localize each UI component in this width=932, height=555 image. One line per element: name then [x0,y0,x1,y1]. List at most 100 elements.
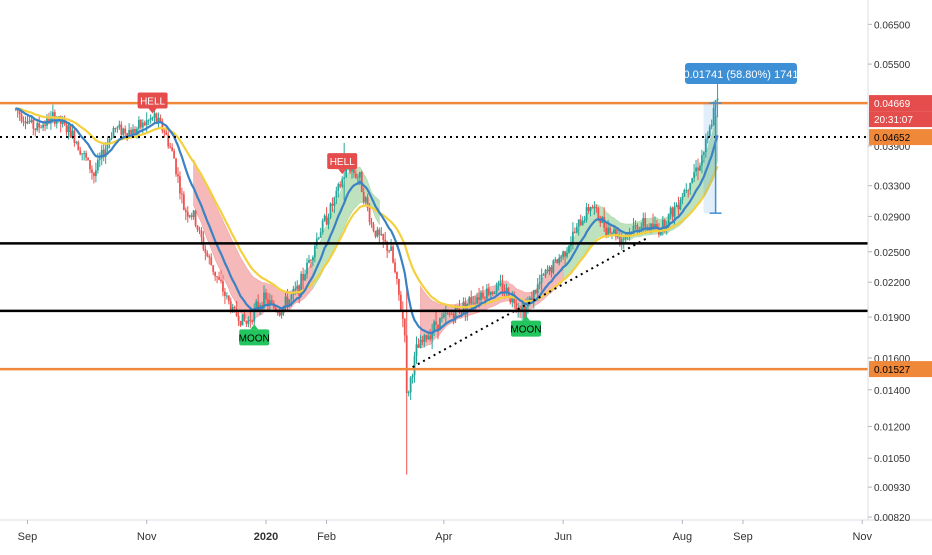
candle-body [423,335,426,342]
candle-body [106,143,109,149]
candle-body [501,283,504,292]
candle-body [441,317,443,319]
candle-body [128,129,131,136]
candle-body [620,239,623,243]
candle-body [689,182,692,190]
candle-body [708,127,711,137]
candle-body [663,219,666,228]
candle-body [632,225,635,234]
second-price-label: 0.04652 [874,133,911,144]
candle-body [480,292,482,300]
candle-body [378,229,381,236]
candle-body [675,205,678,207]
candle-body [699,165,701,171]
candle-body [560,256,563,258]
candle-body [505,287,508,293]
time-tick-label: Jun [554,531,572,543]
candle-body [245,320,248,324]
candle-body [278,312,281,316]
moon-signal-badge [239,329,270,346]
candle-body [257,301,260,309]
candle-body [108,138,111,144]
candle-body [415,344,418,357]
time-tick-label: Apr [435,531,452,543]
candle-body [169,146,172,148]
candle-body [190,215,193,217]
candle-body [112,128,115,139]
drawings: 0.01741 (58.80%) 1741 [412,63,798,368]
fast-moving-average-line [15,107,719,335]
candle-body [511,295,514,303]
candle-body [442,314,445,318]
candle-body [401,309,404,319]
measure-label-bg [685,63,797,84]
signal-pointer [148,108,157,114]
price-tick-label: 0.02200 [874,278,911,289]
candlesticks [14,70,719,475]
candle-body [380,234,383,236]
price-tick-label: 0.03300 [874,182,911,193]
candle-body [644,218,647,230]
candle-body [165,132,168,135]
candle-body [384,239,387,242]
candle-body [145,120,148,126]
candle-body [484,297,486,299]
candle-body [327,217,330,225]
price-axis-bg [868,0,932,550]
candle-body [319,232,322,238]
candle-body [214,271,217,277]
candle-body [566,252,568,257]
candle-body [222,281,224,292]
candle-body [399,294,402,310]
candle-body [286,296,289,307]
candle-body [396,272,398,280]
candle-body [231,306,234,312]
candle-body [284,296,287,307]
candle-body [392,246,394,263]
candle-body [704,139,707,153]
candle-body [429,335,432,340]
candle-body [583,219,586,221]
candle-body [122,128,125,135]
candle-body [93,172,95,177]
candle-body [141,122,144,128]
price-tick-label: 0.06500 [874,20,911,31]
candle-body [577,219,580,227]
candle-body [353,168,355,174]
measure-area [703,103,716,214]
time-tick-label: Sep [18,531,38,543]
candle-body [36,123,39,131]
candle-body [311,257,314,261]
candle-body [421,339,424,342]
candle-body [94,170,97,177]
price-tick-label: 0.01600 [874,354,911,365]
candle-body [218,277,220,280]
candle-body [225,295,228,297]
candle-body [661,219,664,230]
candle-body [233,306,236,308]
candle-body [270,300,273,304]
time-tick-label: Nov [137,531,157,543]
candle-body [701,155,703,166]
candle-body [229,301,232,312]
candle-body [439,318,441,331]
candle-body [204,249,207,253]
candle-body [32,119,35,129]
candle-body [593,207,596,209]
candle-body [468,297,471,304]
candle-body [96,159,99,171]
candle-body [42,124,44,128]
candle-body [186,211,189,217]
candle-body [192,210,195,217]
candle-body [40,127,43,129]
candle-body [669,207,672,215]
candle-body [255,301,258,308]
candle-body [153,113,156,118]
candle-body [403,318,406,336]
candle-body [382,234,385,240]
candle-body [38,123,41,128]
candle-body [329,203,332,218]
candle-body [34,128,37,131]
